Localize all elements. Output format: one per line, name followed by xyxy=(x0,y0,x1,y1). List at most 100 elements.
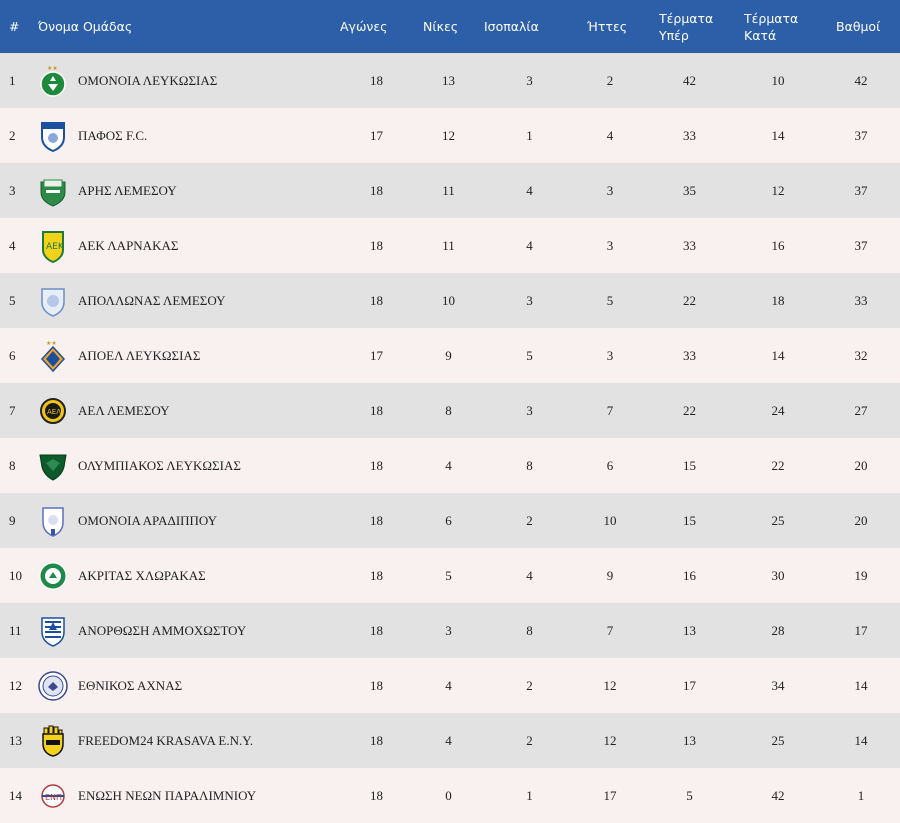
krasava-logo-icon xyxy=(38,724,68,758)
goals-against-cell: 42 xyxy=(771,787,785,803)
team[interactable]: ΠΑΦΟΣ F.C. xyxy=(38,119,340,153)
points-cell: 20 xyxy=(854,512,868,528)
team-name[interactable]: ΑΠΟΕΛ ΛΕΥΚΩΣΙΑΣ xyxy=(78,347,201,363)
played-cell: 18 xyxy=(370,677,383,693)
rank-cell: 4 xyxy=(9,237,16,253)
team[interactable]: ΑΕΚ ΑΕΚ ΛΑΡΝΑΚΑΣ xyxy=(38,229,340,263)
team-name[interactable]: ΑΠΟΛΛΩΝΑΣ ΛΕΜΕΣΟΥ xyxy=(78,292,226,308)
team-cell[interactable]: ΟΛΥΜΠΙΑΚΟΣ ΛΕΥΚΩΣΙΑΣ xyxy=(38,438,340,493)
goals-for-cell: 42 xyxy=(683,72,696,88)
team-cell[interactable]: ΑΕΚ ΑΕΚ ΛΑΡΝΑΚΑΣ xyxy=(38,218,340,273)
team-name[interactable]: ΑΕΛ ΛΕΜΕΣΟΥ xyxy=(78,402,170,418)
played-cell: 18 xyxy=(370,292,383,308)
header-wins[interactable]: Νίκες xyxy=(423,19,459,34)
header-draws[interactable]: Ισοπαλία xyxy=(484,19,539,34)
goals-for-cell: 22 xyxy=(683,402,696,418)
team[interactable]: ★★ ΑΠΟΕΛ ΛΕΥΚΩΣΙΑΣ xyxy=(38,339,340,373)
team-name[interactable]: ΟΛΥΜΠΙΑΚΟΣ ΛΕΥΚΩΣΙΑΣ xyxy=(78,457,241,473)
table-row[interactable]: 6 ★★ ΑΠΟΕΛ ΛΕΥΚΩΣΙΑΣ 17 9 5 3 33 14 32 xyxy=(0,328,900,383)
team-cell[interactable]: ★★ ΟΜΟΝΟΙΑ ΛΕΥΚΩΣΙΑΣ xyxy=(38,53,340,108)
team-name[interactable]: ΑΝΟΡΘΩΣΗ ΑΜΜΟΧΩΣΤΟΥ xyxy=(78,622,247,638)
table-row[interactable]: 13 FREEDOM24 KRASAVA E.N.Y. 18 4 2 12 13 25 14 xyxy=(0,713,900,768)
team[interactable]: ΑΚΡΙΤΑΣ ΧΛΩΡΑΚΑΣ xyxy=(38,559,340,593)
team-cell[interactable]: ΑΡΗΣ ΛΕΜΕΣΟΥ xyxy=(38,163,340,218)
draws-cell: 8 xyxy=(526,622,533,638)
team[interactable]: ΕΝΠ ΕΝΩΣΗ ΝΕΩΝ ΠΑΡΑΛΙΜΝΙΟΥ xyxy=(38,779,340,813)
goals-for-cell: 16 xyxy=(683,567,696,583)
rank-cell: 7 xyxy=(9,402,16,418)
table-row[interactable]: 7 ΑΕΛ ΑΕΛ ΛΕΜΕΣΟΥ 18 8 3 7 22 24 27 xyxy=(0,383,900,438)
table-row[interactable]: 1 ★★ ΟΜΟΝΟΙΑ ΛΕΥΚΩΣΙΑΣ 18 13 3 2 42 10 42 xyxy=(0,53,900,108)
team-cell[interactable]: ΑΚΡΙΤΑΣ ΧΛΩΡΑΚΑΣ xyxy=(38,548,340,603)
header-points[interactable]: Βαθμοί xyxy=(836,19,881,34)
team-name[interactable]: ΑΕΚ ΛΑΡΝΑΚΑΣ xyxy=(78,237,179,253)
team-cell[interactable]: ΕΝΠ ΕΝΩΣΗ ΝΕΩΝ ΠΑΡΑΛΙΜΝΙΟΥ xyxy=(38,768,340,823)
header-goals-for-line1: Τέρματα xyxy=(659,10,714,26)
table-row[interactable]: 9 ΟΜΟΝΟΙΑ ΑΡΑΔΙΠΠΟΥ 18 6 2 10 15 25 20 xyxy=(0,493,900,548)
team[interactable]: ΑΕΛ ΑΕΛ ΛΕΜΕΣΟΥ xyxy=(38,394,340,428)
team-name[interactable]: ΟΜΟΝΟΙΑ ΑΡΑΔΙΠΠΟΥ xyxy=(78,512,218,528)
header-goals-for[interactable]: Τέρματα Υπέρ xyxy=(645,0,734,53)
wins-cell: 8 xyxy=(445,402,452,418)
table-row[interactable]: 2 ΠΑΦΟΣ F.C. 17 12 1 4 33 14 37 xyxy=(0,108,900,163)
table-row[interactable]: 11 ΑΝΟΡΘΩΣΗ ΑΜΜΟΧΩΣΤΟΥ 18 3 8 7 13 28 17 xyxy=(0,603,900,658)
points-cell: 42 xyxy=(854,72,868,88)
table-row[interactable]: 3 ΑΡΗΣ ΛΕΜΕΣΟΥ 18 11 4 3 35 12 37 xyxy=(0,163,900,218)
team-cell[interactable]: ★★ ΑΠΟΕΛ ΛΕΥΚΩΣΙΑΣ xyxy=(38,328,340,383)
team-cell[interactable]: FREEDOM24 KRASAVA E.N.Y. xyxy=(38,713,340,768)
wins-cell: 0 xyxy=(445,787,452,803)
team-name[interactable]: FREEDOM24 KRASAVA E.N.Y. xyxy=(78,732,254,748)
header-played[interactable]: Αγώνες xyxy=(340,19,388,34)
table-row[interactable]: 10 ΑΚΡΙΤΑΣ ΧΛΩΡΑΚΑΣ 18 5 4 9 16 30 19 xyxy=(0,548,900,603)
rank-cell: 9 xyxy=(9,512,16,528)
table-row[interactable]: 14 ΕΝΠ ΕΝΩΣΗ ΝΕΩΝ ΠΑΡΑΛΙΜΝΙΟΥ 18 0 1 17 5 42 1 xyxy=(0,768,900,823)
played-cell: 18 xyxy=(370,402,383,418)
team-name[interactable]: ΠΑΦΟΣ F.C. xyxy=(78,127,148,143)
team[interactable]: FREEDOM24 KRASAVA E.N.Y. xyxy=(38,724,340,758)
played-cell: 18 xyxy=(370,732,383,748)
wins-cell: 5 xyxy=(445,567,452,583)
header-rank[interactable]: # xyxy=(9,19,20,34)
played-cell: 17 xyxy=(370,127,383,143)
points-cell: 14 xyxy=(854,732,868,748)
team-name[interactable]: ΟΜΟΝΟΙΑ ΛΕΥΚΩΣΙΑΣ xyxy=(78,72,218,88)
played-cell: 18 xyxy=(370,457,383,473)
team[interactable]: ΟΛΥΜΠΙΑΚΟΣ ΛΕΥΚΩΣΙΑΣ xyxy=(38,449,340,483)
team-cell[interactable]: ΠΑΦΟΣ F.C. xyxy=(38,108,340,163)
wins-cell: 10 xyxy=(442,292,455,308)
team-cell[interactable]: ΑΠΟΛΛΩΝΑΣ ΛΕΜΕΣΟΥ xyxy=(38,273,340,328)
team-cell[interactable]: ΟΜΟΝΟΙΑ ΑΡΑΔΙΠΠΟΥ xyxy=(38,493,340,548)
points-cell: 37 xyxy=(854,237,868,253)
team-cell[interactable]: ΕΘΝΙΚΟΣ ΑΧΝΑΣ xyxy=(38,658,340,713)
header-goals-against[interactable]: Τέρματα Κατά xyxy=(734,0,822,53)
team[interactable]: ΕΘΝΙΚΟΣ ΑΧΝΑΣ xyxy=(38,669,340,703)
team[interactable]: ΑΡΗΣ ΛΕΜΕΣΟΥ xyxy=(38,174,340,208)
played-cell: 18 xyxy=(370,512,383,528)
goals-for-cell: 13 xyxy=(683,622,696,638)
table-row[interactable]: 8 ΟΛΥΜΠΙΑΚΟΣ ΛΕΥΚΩΣΙΑΣ 18 4 8 6 15 22 20 xyxy=(0,438,900,493)
team-name[interactable]: ΑΚΡΙΤΑΣ ΧΛΩΡΑΚΑΣ xyxy=(78,567,206,583)
table-row[interactable]: 5 ΑΠΟΛΛΩΝΑΣ ΛΕΜΕΣΟΥ 18 10 3 5 22 18 33 xyxy=(0,273,900,328)
draws-cell: 5 xyxy=(526,347,533,363)
table-row[interactable]: 12 ΕΘΝΙΚΟΣ ΑΧΝΑΣ 18 4 2 12 17 34 14 xyxy=(0,658,900,713)
wins-cell: 4 xyxy=(445,677,452,693)
team-name[interactable]: ΕΘΝΙΚΟΣ ΑΧΝΑΣ xyxy=(78,677,183,693)
draws-cell: 4 xyxy=(526,182,533,198)
team-cell[interactable]: ΑΕΛ ΑΕΛ ΛΕΜΕΣΟΥ xyxy=(38,383,340,438)
table-row[interactable]: 4 ΑΕΚ ΑΕΚ ΛΑΡΝΑΚΑΣ 18 11 4 3 33 16 37 xyxy=(0,218,900,273)
team-name[interactable]: ΕΝΩΣΗ ΝΕΩΝ ΠΑΡΑΛΙΜΝΙΟΥ xyxy=(78,787,257,803)
team-name[interactable]: ΑΡΗΣ ΛΕΜΕΣΟΥ xyxy=(78,182,177,198)
team[interactable]: ΟΜΟΝΟΙΑ ΑΡΑΔΙΠΠΟΥ xyxy=(38,504,340,538)
draws-cell: 3 xyxy=(526,402,533,418)
team[interactable]: ΑΝΟΡΘΩΣΗ ΑΜΜΟΧΩΣΤΟΥ xyxy=(38,614,340,648)
draws-cell: 3 xyxy=(526,72,533,88)
header-losses[interactable]: Ήττες xyxy=(587,19,628,34)
losses-cell: 9 xyxy=(606,567,614,583)
team[interactable]: ★★ ΟΜΟΝΟΙΑ ΛΕΥΚΩΣΙΑΣ xyxy=(38,64,340,98)
rank-cell: 5 xyxy=(9,292,16,308)
losses-cell: 4 xyxy=(606,127,614,143)
team-cell[interactable]: ΑΝΟΡΘΩΣΗ ΑΜΜΟΧΩΣΤΟΥ xyxy=(38,603,340,658)
team[interactable]: ΑΠΟΛΛΩΝΑΣ ΛΕΜΕΣΟΥ xyxy=(38,284,340,318)
header-team[interactable]: Όνομα Ομάδας xyxy=(38,19,133,34)
header-goals-against-line1: Τέρματα xyxy=(744,10,799,26)
